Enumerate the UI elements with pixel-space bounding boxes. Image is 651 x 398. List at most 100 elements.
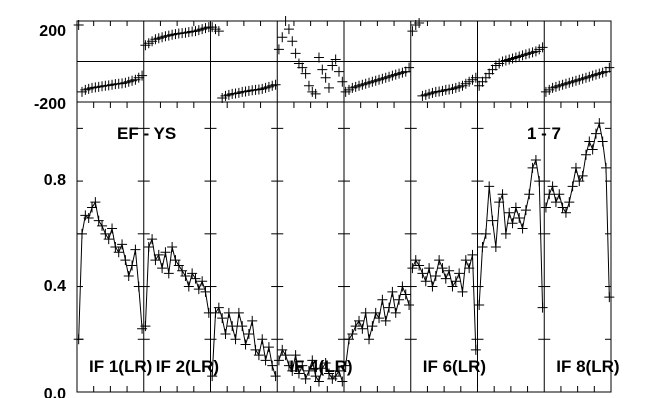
phase-point [470, 72, 481, 83]
amplitude-point [293, 368, 304, 379]
amplitude-point [243, 329, 254, 339]
amplitude-point [557, 202, 568, 213]
amplitude-point [297, 360, 308, 371]
amplitude-point [280, 350, 291, 361]
amplitude-point [240, 339, 251, 350]
amplitude-point [347, 329, 358, 339]
phase-point [330, 54, 341, 65]
phase-point [290, 48, 301, 59]
amplitude-point [97, 220, 108, 231]
amplitude-point [87, 202, 98, 213]
amplitude-point [163, 268, 174, 279]
phase-point [137, 70, 148, 81]
amplitude-point [143, 242, 154, 252]
amplitude-point [470, 344, 481, 355]
panel-label: IF 1(LR) [89, 357, 152, 376]
amplitude-point [317, 363, 328, 374]
amplitude-point [394, 294, 405, 305]
amplitude-point [177, 265, 188, 276]
amplitude-point [237, 321, 248, 332]
amplitude-point [157, 263, 168, 274]
amplitude-point [160, 247, 171, 258]
amplitude-point [597, 136, 608, 147]
panel-label: IF 6(LR) [423, 357, 486, 376]
amplitude-point [187, 268, 198, 279]
phase-point [310, 88, 321, 99]
amplitude-point [414, 260, 425, 271]
amplitude-point [530, 155, 541, 165]
phase-point [407, 26, 418, 37]
amplitude-point [474, 300, 485, 310]
amp-tick-08: 0.8 [44, 172, 66, 189]
amplitude-point [447, 281, 458, 292]
phase-point [313, 52, 324, 63]
amplitude-point [477, 242, 488, 252]
amplitude-point [494, 197, 505, 208]
amplitude-point [90, 197, 101, 208]
panel-labels: IF 1(LR) IF 2(LR) IF 4(LR) IF 6(LR) IF 8(LR) [89, 357, 620, 376]
amplitude-point [257, 334, 268, 345]
phase-panel [73, 16, 615, 103]
phase-point [320, 72, 331, 83]
phase-point [323, 82, 334, 93]
amplitude-point [167, 242, 178, 252]
amplitude-point [213, 302, 224, 313]
amplitude-line [144, 237, 210, 327]
amplitude-point [190, 273, 201, 284]
amplitude-point [323, 368, 334, 379]
amplitude-point [273, 355, 284, 366]
amplitude-point [437, 263, 448, 274]
amplitude-point [544, 189, 555, 200]
amplitude-point [170, 255, 181, 266]
amplitude-point [140, 321, 151, 332]
amplitude-panel [73, 118, 615, 387]
phase-point [283, 24, 294, 35]
amplitude-point [107, 223, 118, 234]
amplitude-point [103, 234, 114, 245]
amplitude-line [345, 284, 410, 366]
amplitude-point [417, 268, 428, 279]
amplitude-point [450, 276, 461, 287]
amplitude-point [173, 260, 184, 271]
amplitude-point [127, 260, 138, 271]
amplitude-point [227, 321, 238, 332]
amplitude-point [283, 360, 294, 371]
amplitude-point [360, 307, 371, 318]
amplitude-point [260, 355, 271, 366]
amplitude-point [354, 315, 365, 326]
amplitude-line [211, 306, 277, 377]
panel-frames [76, 20, 612, 393]
amplitude-point [490, 242, 501, 252]
amplitude-point [200, 286, 211, 297]
amplitude-point [520, 205, 531, 216]
phase-point [73, 20, 84, 31]
amplitude-point [357, 323, 368, 334]
amplitude-point [514, 213, 525, 223]
amplitude-point [424, 263, 435, 274]
phase-point [404, 62, 415, 73]
phase-point [213, 26, 224, 37]
amplitude-point [584, 136, 595, 147]
amp-tick-04: 0.4 [44, 278, 66, 295]
amplitude-point [364, 334, 375, 345]
amplitude-point [250, 344, 261, 355]
amplitude-point [303, 365, 314, 376]
amplitude-point [117, 239, 128, 250]
amplitude-point [487, 215, 498, 226]
amplitude-line [411, 254, 477, 350]
amplitude-point [580, 149, 591, 160]
amplitude-point [560, 207, 571, 218]
amplitude-point [570, 162, 581, 173]
amplitude-point [540, 202, 551, 213]
amplitude-point [253, 350, 264, 361]
amplitude-point [407, 263, 418, 274]
amplitude-point [267, 360, 278, 371]
amplitude-point [434, 255, 445, 266]
panel-label: IF 2(LR) [156, 357, 219, 376]
amplitude-point [83, 213, 94, 223]
amplitude-point [233, 307, 244, 318]
amplitude-point [504, 207, 515, 218]
amplitude-point [564, 197, 575, 208]
amplitude-point [374, 313, 385, 324]
amplitude-point [150, 255, 161, 266]
